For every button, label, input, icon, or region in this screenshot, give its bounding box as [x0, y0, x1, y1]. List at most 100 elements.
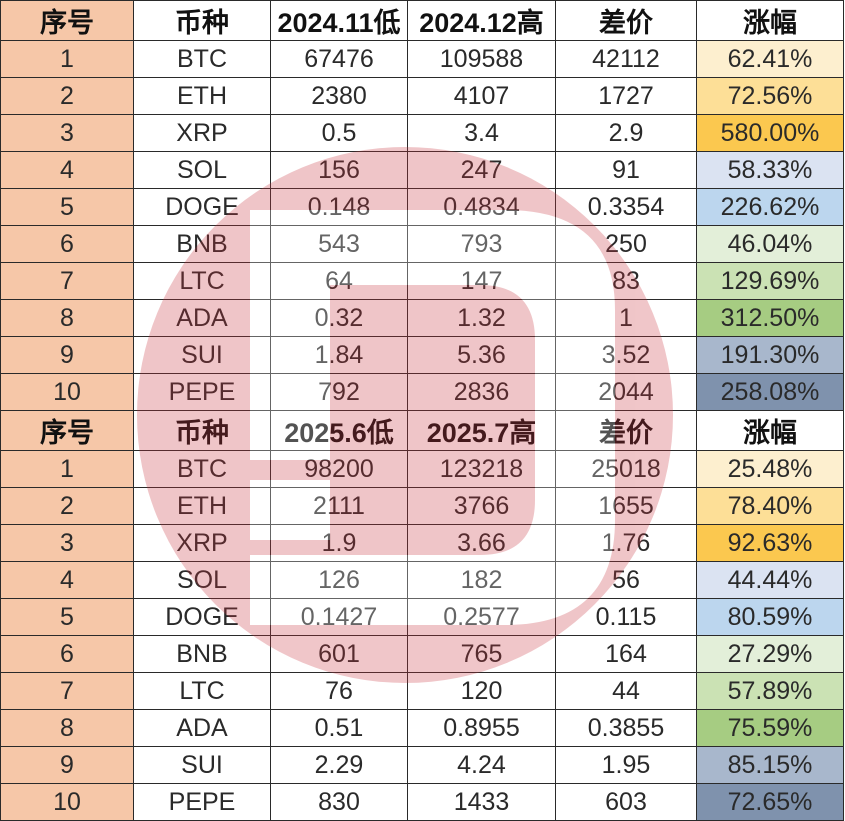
coin-cell[interactable]: DOGE: [133, 188, 271, 226]
change-cell[interactable]: 258.08%: [696, 373, 844, 411]
spread-cell[interactable]: 3.52: [555, 336, 697, 374]
index-cell[interactable]: 3: [0, 524, 134, 562]
change-cell[interactable]: 226.62%: [696, 188, 844, 226]
change-cell[interactable]: 129.69%: [696, 262, 844, 300]
spread-cell[interactable]: 0.3354: [555, 188, 697, 226]
header-cell[interactable]: 差价: [555, 410, 697, 451]
index-cell[interactable]: 7: [0, 262, 134, 300]
coin-cell[interactable]: SOL: [133, 561, 271, 599]
coin-cell[interactable]: SUI: [133, 336, 271, 374]
low-price-cell[interactable]: 2.29: [270, 746, 408, 784]
spread-cell[interactable]: 91: [555, 151, 697, 189]
low-price-cell[interactable]: 2111: [270, 487, 408, 525]
high-price-cell[interactable]: 3.66: [407, 524, 556, 562]
low-price-cell[interactable]: 792: [270, 373, 408, 411]
index-cell[interactable]: 5: [0, 188, 134, 226]
low-price-cell[interactable]: 156: [270, 151, 408, 189]
high-price-cell[interactable]: 120: [407, 672, 556, 710]
index-cell[interactable]: 4: [0, 561, 134, 599]
change-cell[interactable]: 72.56%: [696, 77, 844, 115]
index-cell[interactable]: 3: [0, 114, 134, 152]
low-price-cell[interactable]: 76: [270, 672, 408, 710]
high-price-cell[interactable]: 147: [407, 262, 556, 300]
low-price-cell[interactable]: 64: [270, 262, 408, 300]
header-cell[interactable]: 序号: [0, 410, 134, 451]
coin-cell[interactable]: ADA: [133, 299, 271, 337]
coin-cell[interactable]: SUI: [133, 746, 271, 784]
index-cell[interactable]: 1: [0, 450, 134, 488]
index-cell[interactable]: 7: [0, 672, 134, 710]
low-price-cell[interactable]: 543: [270, 225, 408, 263]
high-price-cell[interactable]: 3766: [407, 487, 556, 525]
index-cell[interactable]: 6: [0, 635, 134, 673]
spread-cell[interactable]: 25018: [555, 450, 697, 488]
high-price-cell[interactable]: 5.36: [407, 336, 556, 374]
index-cell[interactable]: 8: [0, 299, 134, 337]
header-cell[interactable]: 涨幅: [696, 0, 844, 41]
low-price-cell[interactable]: 601: [270, 635, 408, 673]
index-cell[interactable]: 10: [0, 783, 134, 821]
header-cell[interactable]: 2024.12高: [407, 0, 556, 41]
low-price-cell[interactable]: 1.9: [270, 524, 408, 562]
coin-cell[interactable]: XRP: [133, 524, 271, 562]
high-price-cell[interactable]: 1.32: [407, 299, 556, 337]
low-price-cell[interactable]: 0.51: [270, 709, 408, 747]
index-cell[interactable]: 2: [0, 77, 134, 115]
low-price-cell[interactable]: 67476: [270, 40, 408, 78]
header-cell[interactable]: 差价: [555, 0, 697, 41]
coin-cell[interactable]: XRP: [133, 114, 271, 152]
spread-cell[interactable]: 42112: [555, 40, 697, 78]
high-price-cell[interactable]: 109588: [407, 40, 556, 78]
high-price-cell[interactable]: 2836: [407, 373, 556, 411]
coin-cell[interactable]: ETH: [133, 487, 271, 525]
change-cell[interactable]: 92.63%: [696, 524, 844, 562]
spread-cell[interactable]: 0.3855: [555, 709, 697, 747]
high-price-cell[interactable]: 0.8955: [407, 709, 556, 747]
low-price-cell[interactable]: 1.84: [270, 336, 408, 374]
header-cell[interactable]: 涨幅: [696, 410, 844, 451]
high-price-cell[interactable]: 0.2577: [407, 598, 556, 636]
index-cell[interactable]: 10: [0, 373, 134, 411]
change-cell[interactable]: 72.65%: [696, 783, 844, 821]
high-price-cell[interactable]: 793: [407, 225, 556, 263]
index-cell[interactable]: 6: [0, 225, 134, 263]
change-cell[interactable]: 46.04%: [696, 225, 844, 263]
coin-cell[interactable]: BTC: [133, 40, 271, 78]
coin-cell[interactable]: PEPE: [133, 373, 271, 411]
index-cell[interactable]: 5: [0, 598, 134, 636]
change-cell[interactable]: 312.50%: [696, 299, 844, 337]
spread-cell[interactable]: 44: [555, 672, 697, 710]
change-cell[interactable]: 44.44%: [696, 561, 844, 599]
spread-cell[interactable]: 603: [555, 783, 697, 821]
spread-cell[interactable]: 1727: [555, 77, 697, 115]
spread-cell[interactable]: 250: [555, 225, 697, 263]
low-price-cell[interactable]: 2380: [270, 77, 408, 115]
low-price-cell[interactable]: 0.148: [270, 188, 408, 226]
change-cell[interactable]: 580.00%: [696, 114, 844, 152]
index-cell[interactable]: 9: [0, 336, 134, 374]
spread-cell[interactable]: 0.115: [555, 598, 697, 636]
high-price-cell[interactable]: 1433: [407, 783, 556, 821]
coin-cell[interactable]: BNB: [133, 635, 271, 673]
low-price-cell[interactable]: 830: [270, 783, 408, 821]
high-price-cell[interactable]: 4.24: [407, 746, 556, 784]
change-cell[interactable]: 57.89%: [696, 672, 844, 710]
low-price-cell[interactable]: 0.1427: [270, 598, 408, 636]
coin-cell[interactable]: PEPE: [133, 783, 271, 821]
index-cell[interactable]: 2: [0, 487, 134, 525]
high-price-cell[interactable]: 123218: [407, 450, 556, 488]
coin-cell[interactable]: BNB: [133, 225, 271, 263]
high-price-cell[interactable]: 0.4834: [407, 188, 556, 226]
low-price-cell[interactable]: 126: [270, 561, 408, 599]
header-cell[interactable]: 2025.6低: [270, 410, 408, 451]
low-price-cell[interactable]: 0.32: [270, 299, 408, 337]
index-cell[interactable]: 4: [0, 151, 134, 189]
coin-cell[interactable]: DOGE: [133, 598, 271, 636]
change-cell[interactable]: 78.40%: [696, 487, 844, 525]
spread-cell[interactable]: 164: [555, 635, 697, 673]
change-cell[interactable]: 62.41%: [696, 40, 844, 78]
low-price-cell[interactable]: 98200: [270, 450, 408, 488]
header-cell[interactable]: 2024.11低: [270, 0, 408, 41]
high-price-cell[interactable]: 3.4: [407, 114, 556, 152]
change-cell[interactable]: 25.48%: [696, 450, 844, 488]
